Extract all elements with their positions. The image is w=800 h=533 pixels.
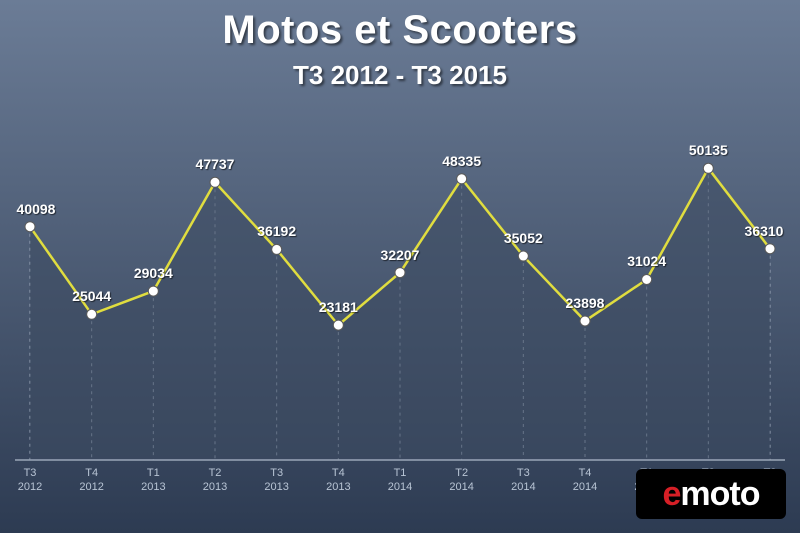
x-axis-label: T32013	[264, 466, 288, 495]
x-axis-label: T32012	[18, 466, 42, 495]
x-axis-label: T12014	[388, 466, 412, 495]
logo-part1: e	[662, 475, 680, 514]
value-label: 48335	[442, 153, 481, 169]
data-marker	[25, 222, 35, 232]
value-label: 31024	[627, 253, 666, 269]
value-label: 36310	[745, 223, 784, 239]
data-marker	[580, 316, 590, 326]
data-marker	[87, 309, 97, 319]
x-axis-label: T32014	[511, 466, 535, 495]
value-label: 47737	[196, 156, 235, 172]
data-marker	[765, 244, 775, 254]
area-fill	[30, 168, 770, 460]
data-marker	[395, 268, 405, 278]
logo-part2: moto	[680, 475, 759, 514]
x-axis-label: T42014	[573, 466, 597, 495]
x-axis-label: T42013	[326, 466, 350, 495]
value-label: 35052	[504, 230, 543, 246]
data-marker	[333, 320, 343, 330]
chart-plot	[0, 0, 800, 533]
x-axis-label: T42012	[79, 466, 103, 495]
x-axis-label: T22014	[449, 466, 473, 495]
data-marker	[457, 174, 467, 184]
data-marker	[642, 274, 652, 284]
data-marker	[703, 163, 713, 173]
x-axis-label: T22013	[203, 466, 227, 495]
value-label: 23181	[319, 299, 358, 315]
value-label: 40098	[17, 201, 56, 217]
logo-badge: emoto	[636, 469, 786, 519]
value-label: 23898	[566, 295, 605, 311]
chart-container: Motos et Scooters T3 2012 - T3 2015 4009…	[0, 0, 800, 533]
value-label: 25044	[72, 288, 111, 304]
data-marker	[210, 177, 220, 187]
value-label: 36192	[257, 223, 296, 239]
data-marker	[518, 251, 528, 261]
data-marker	[272, 244, 282, 254]
value-label: 32207	[381, 247, 420, 263]
data-marker	[148, 286, 158, 296]
x-axis-label: T12013	[141, 466, 165, 495]
value-label: 50135	[689, 142, 728, 158]
value-label: 29034	[134, 265, 173, 281]
